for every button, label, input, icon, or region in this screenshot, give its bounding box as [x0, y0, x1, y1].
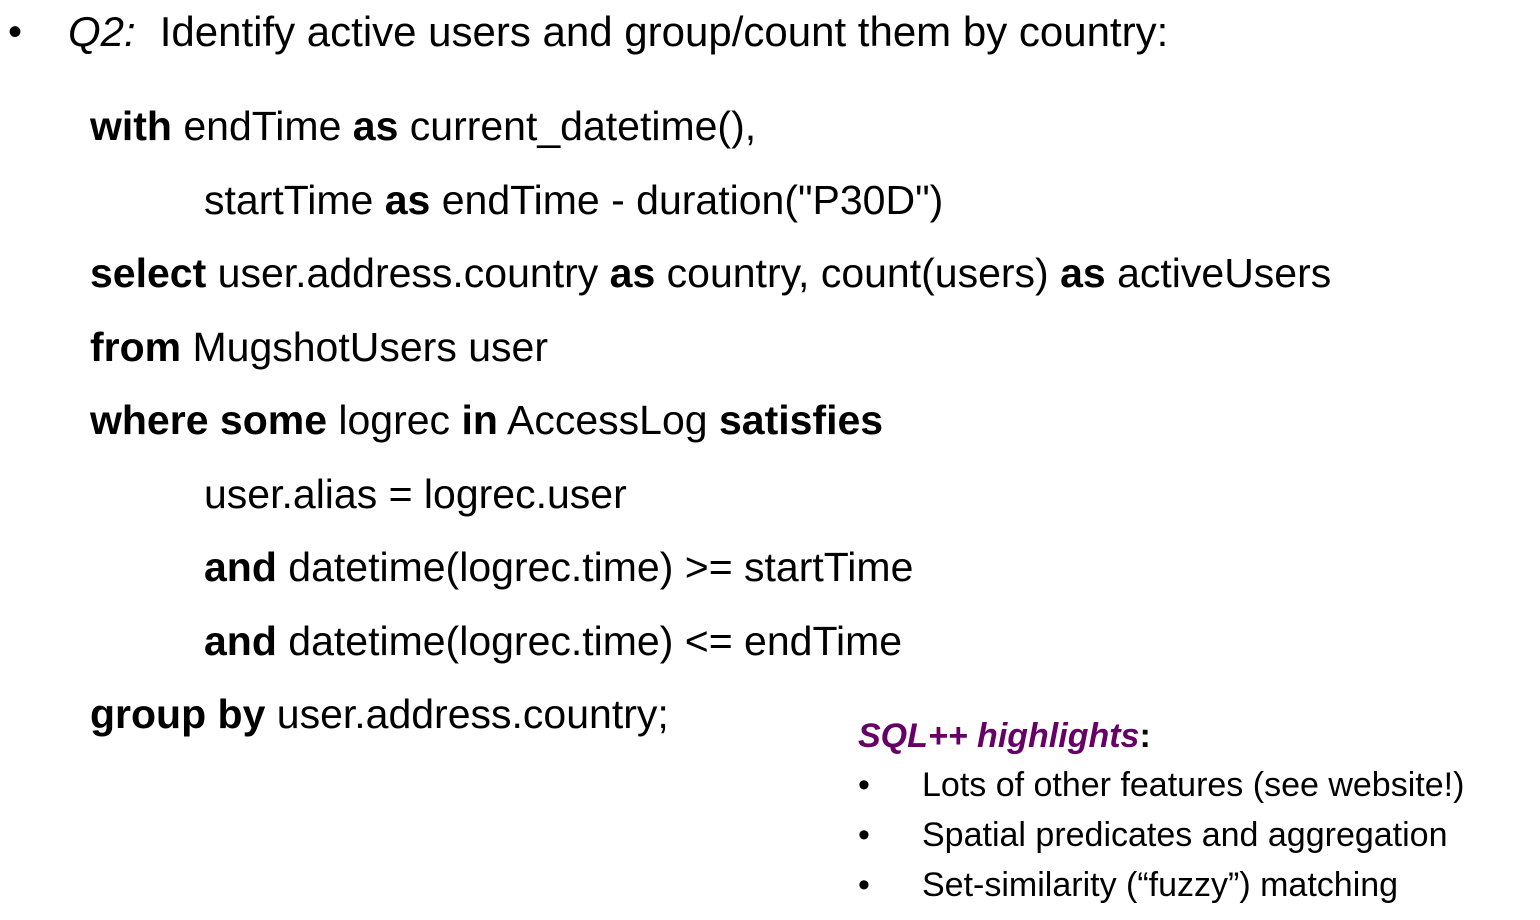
sql-keyword: group by: [90, 691, 266, 737]
sql-text: startTime: [204, 176, 385, 223]
sql-text: activeUsers: [1105, 250, 1332, 296]
sql-keyword: as: [609, 250, 656, 296]
code-line: and datetime(logrec.time) <= endTime: [90, 613, 1331, 687]
highlight-item-text: Spatial predicates and aggregation: [922, 816, 1448, 854]
sql-keyword: select: [90, 250, 207, 296]
highlights-title-colon: :: [1139, 717, 1151, 755]
code-line: select user.address.country as country, …: [90, 245, 1331, 319]
sql-text: datetime(logrec.time) >= startTime: [276, 544, 914, 590]
bullet-icon: •: [858, 766, 870, 804]
question-label: Q2:: [68, 8, 136, 55]
sql-keyword: as: [384, 176, 431, 223]
code-line: where some logrec in AccessLog satisfies: [90, 392, 1331, 466]
sql-keyword: and: [204, 544, 277, 590]
sql-text: endTime - duration("P30D"): [430, 176, 944, 223]
code-line: user.alias = logrec.user: [90, 466, 1331, 540]
sql-text: logrec: [327, 397, 462, 443]
question-text: Identify active users and group/count th…: [159, 8, 1169, 55]
code-line: startTime as endTime - duration("P30D"): [90, 172, 1331, 246]
sql-keyword: and: [204, 617, 277, 664]
highlights-title-text: SQL++ highlights: [858, 717, 1140, 755]
sql-text: current_datetime(),: [398, 103, 757, 149]
bullet-icon: •: [858, 866, 870, 904]
code-line: with endTime as current_datetime(),: [90, 98, 1331, 172]
sql-text: AccessLog: [497, 397, 719, 443]
sql-query-code-block: with endTime as current_datetime(), start…: [90, 98, 1331, 760]
sql-text: user.address.country: [206, 250, 610, 296]
sql-keyword: satisfies: [718, 397, 884, 443]
sql-keyword: in: [461, 397, 498, 443]
highlights-box: SQL++ highlights: • Lots of other feature…: [858, 712, 1464, 910]
sql-text: MugshotUsers user: [181, 323, 548, 370]
sql-text: user.address.country;: [265, 691, 669, 737]
highlight-item-text: Set-similarity (“fuzzy”) matching: [922, 866, 1399, 904]
question-heading: Q2: Identify active users and group/count…: [68, 4, 1168, 60]
highlights-title: SQL++ highlights:: [858, 712, 1464, 760]
highlight-item: • Spatial predicates and aggregation: [858, 810, 1464, 860]
highlight-item: • Lots of other features (see website!): [858, 760, 1464, 810]
sql-text: endTime: [171, 103, 353, 149]
sql-text: datetime(logrec.time) <= endTime: [276, 617, 903, 664]
highlight-item-text: Lots of other features (see website!): [922, 766, 1465, 804]
main-bullet: •: [8, 10, 23, 54]
sql-keyword: with: [90, 103, 172, 149]
sql-keyword: from: [90, 323, 182, 370]
sql-keyword: as: [1060, 250, 1106, 296]
sql-text: country, count(users): [655, 250, 1061, 296]
highlights-list: • Lots of other features (see website!) • S…: [858, 760, 1464, 910]
code-line: group by user.address.country;: [90, 686, 1331, 760]
sql-keyword: where some: [90, 397, 327, 443]
highlight-item: • Set-similarity (“fuzzy”) matching: [858, 860, 1464, 910]
bullet-icon: •: [858, 816, 870, 854]
sql-text: user.alias = logrec.user: [204, 470, 627, 517]
sql-keyword: as: [352, 103, 399, 149]
code-line: and datetime(logrec.time) >= startTime: [90, 539, 1331, 613]
code-line: from MugshotUsers user: [90, 319, 1331, 393]
